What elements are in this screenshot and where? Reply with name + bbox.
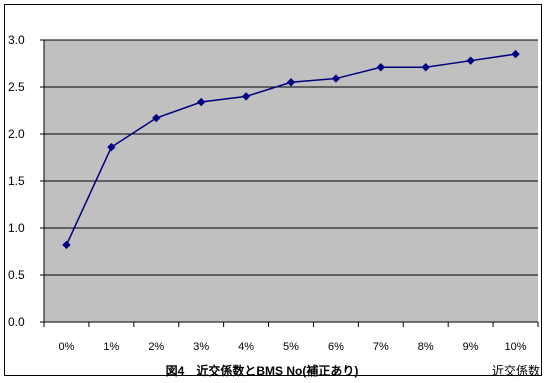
x-axis: 0% 1% 2% 3% 4% 5% 6% 7% 8% 9% 10% <box>43 322 539 353</box>
x-tick-label: 4% <box>238 341 254 353</box>
x-tick-label: 0% <box>59 341 75 353</box>
chart-title: 図4 近交係数とBMS No(補正あり) <box>166 363 359 378</box>
data-series <box>62 49 520 250</box>
data-point <box>331 74 341 83</box>
data-point <box>376 63 386 72</box>
y-tick-label: 0.5 <box>8 268 25 282</box>
data-point <box>421 63 430 72</box>
y-tick-label: 1.5 <box>8 174 25 188</box>
y-tick-label: 0.0 <box>8 315 25 329</box>
data-point <box>241 92 251 101</box>
x-tick-label: 10% <box>505 341 527 353</box>
x-tick-label: 6% <box>328 341 344 353</box>
y-tick-label: 3.0 <box>8 33 25 47</box>
data-point <box>196 97 206 107</box>
y-axis: 0.0 0.5 1.0 1.5 2.0 2.5 3.0 <box>8 33 45 329</box>
data-point <box>62 240 71 250</box>
x-tick-label: 2% <box>148 341 164 353</box>
x-tick-label: 3% <box>193 341 209 353</box>
x-axis-title: 近交係数 <box>492 363 540 378</box>
data-point <box>466 56 475 65</box>
x-tick-label: 8% <box>418 341 434 353</box>
y-tick-label: 1.0 <box>8 221 25 235</box>
x-tick-label: 5% <box>283 341 299 353</box>
data-point <box>286 78 296 87</box>
data-point <box>511 49 520 59</box>
x-tick-label: 1% <box>103 341 119 353</box>
y-tick-label: 2.5 <box>8 80 25 94</box>
x-tick-label: 9% <box>463 341 479 353</box>
gridlines <box>44 39 538 323</box>
x-tick-label: 7% <box>373 341 389 353</box>
y-tick-label: 2.0 <box>8 127 25 141</box>
data-point <box>152 113 161 123</box>
data-point <box>107 142 116 152</box>
